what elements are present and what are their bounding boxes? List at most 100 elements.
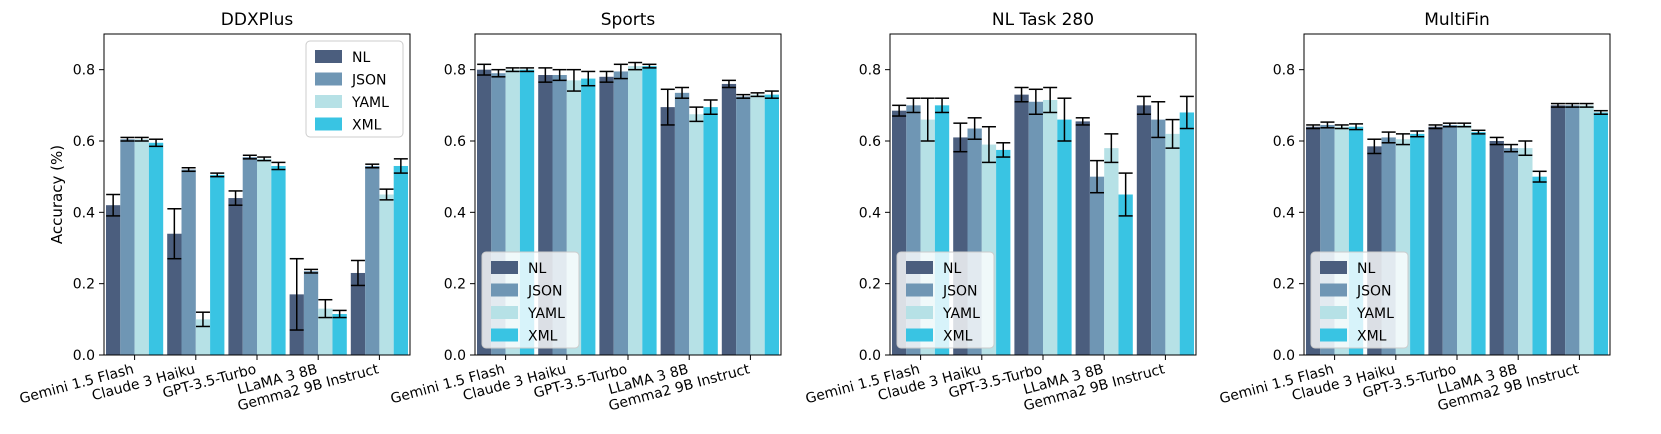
bar-xml-2 <box>210 174 225 355</box>
bar-yaml-4 <box>318 308 333 355</box>
y-tick-label: 0.0 <box>73 348 95 364</box>
legend-label-json: JSON <box>351 73 387 89</box>
bar-xml-3 <box>271 165 286 355</box>
bar-xml-2 <box>1410 133 1425 355</box>
bar-nl-3 <box>1014 94 1029 355</box>
bar-yaml-4 <box>1104 148 1119 355</box>
bar-nl-4 <box>660 107 675 356</box>
bar-nl-3 <box>599 76 614 356</box>
bar-xml-2 <box>996 149 1011 355</box>
bar-json-3 <box>1442 124 1457 355</box>
bar-nl-5 <box>1550 105 1566 355</box>
bar-json-1 <box>120 139 135 355</box>
bar-yaml-5 <box>750 94 765 355</box>
bar-json-3 <box>1028 101 1043 356</box>
panel-title: Sports <box>601 10 656 30</box>
legend-label-json: JSON <box>942 284 978 300</box>
legend-label-json: JSON <box>1356 284 1392 300</box>
bar-xml-4 <box>332 313 347 355</box>
bar-json-5 <box>1565 105 1580 355</box>
legend-label-yaml: YAML <box>351 95 389 111</box>
bar-nl-1 <box>106 205 121 355</box>
bar-xml-5 <box>1593 112 1608 355</box>
legend-box <box>305 40 404 138</box>
legend-swatch-json <box>906 283 933 297</box>
legend-swatch-yaml <box>491 306 518 319</box>
bar-yaml-1 <box>134 139 149 355</box>
y-tick-label: 0.6 <box>1273 134 1295 150</box>
bar-json-4 <box>303 271 319 355</box>
legend-swatch-xml <box>1320 328 1347 342</box>
legend-swatch-nl <box>1320 261 1347 274</box>
y-tick-label: 0.2 <box>859 277 881 293</box>
bar-nl-5 <box>721 83 737 356</box>
bar-xml-5 <box>1179 112 1194 355</box>
legend-label-nl: NL <box>1357 261 1375 277</box>
panel-title: DDXPlus <box>221 10 294 30</box>
bar-json-4 <box>1089 176 1105 355</box>
legend-box <box>896 251 995 349</box>
bar-xml-1 <box>148 142 164 355</box>
legend: NL JSON YAML XML <box>305 40 404 138</box>
legend-label-yaml: YAML <box>942 306 980 322</box>
legend-label-json: JSON <box>527 284 563 300</box>
bar-yaml-3 <box>628 66 643 355</box>
bar-xml-2 <box>581 78 596 355</box>
bar-yaml-5 <box>1579 105 1594 355</box>
legend-label-nl: NL <box>528 261 546 277</box>
y-tick-label: 0.4 <box>1273 205 1295 221</box>
y-tick-label: 0.4 <box>859 205 881 221</box>
legend-swatch-yaml <box>1320 306 1347 319</box>
bar-json-3 <box>613 71 628 355</box>
bar-nl-3 <box>1428 126 1443 355</box>
bar-yaml-3 <box>257 158 272 355</box>
bar-xml-5 <box>764 94 779 355</box>
bar-xml-3 <box>1057 119 1072 355</box>
bar-xml-4 <box>1532 176 1547 355</box>
y-tick-label: 0.6 <box>859 134 881 150</box>
legend-label-yaml: YAML <box>1356 306 1394 322</box>
legend-swatch-json <box>315 72 342 86</box>
panel-title: NL Task 280 <box>992 10 1094 30</box>
legend-swatch-yaml <box>315 95 342 108</box>
y-tick-label: 0.2 <box>1273 277 1295 293</box>
legend-swatch-nl <box>906 261 933 274</box>
bar-yaml-3 <box>1457 124 1472 355</box>
legend-swatch-xml <box>906 328 933 342</box>
bar-nl-3 <box>228 198 243 355</box>
legend-swatch-nl <box>315 50 342 63</box>
panel-title: MultiFin <box>1424 10 1490 30</box>
legend-label-xml: XML <box>528 329 558 345</box>
y-tick-label: 0.8 <box>859 63 881 79</box>
y-tick-label: 0.6 <box>73 134 95 150</box>
legend-box <box>1310 251 1409 349</box>
bar-xml-5 <box>393 165 408 355</box>
legend-label-nl: NL <box>352 50 370 66</box>
bar-nl-5 <box>1136 105 1152 355</box>
bar-xml-4 <box>703 107 718 356</box>
bar-yaml-4 <box>1518 148 1533 355</box>
bar-nl-4 <box>1075 121 1090 355</box>
y-tick-label: 0.0 <box>1273 348 1295 364</box>
bar-nl-4 <box>1489 141 1504 355</box>
bar-nl-2 <box>167 233 182 355</box>
legend: NL JSON YAML XML <box>481 251 580 349</box>
y-tick-label: 0.0 <box>444 348 466 364</box>
y-tick-label: 0.2 <box>73 277 95 293</box>
bar-nl-5 <box>350 272 366 355</box>
y-tick-label: 0.8 <box>444 63 466 79</box>
legend-label-xml: XML <box>1357 329 1387 345</box>
bar-json-4 <box>1503 148 1519 355</box>
y-tick-label: 0.4 <box>444 205 466 221</box>
legend-label-nl: NL <box>943 261 961 277</box>
bar-xml-3 <box>1471 132 1486 355</box>
bar-json-4 <box>674 92 690 355</box>
bar-yaml-4 <box>689 114 704 355</box>
legend-swatch-yaml <box>906 306 933 319</box>
bar-json-5 <box>1151 119 1166 355</box>
